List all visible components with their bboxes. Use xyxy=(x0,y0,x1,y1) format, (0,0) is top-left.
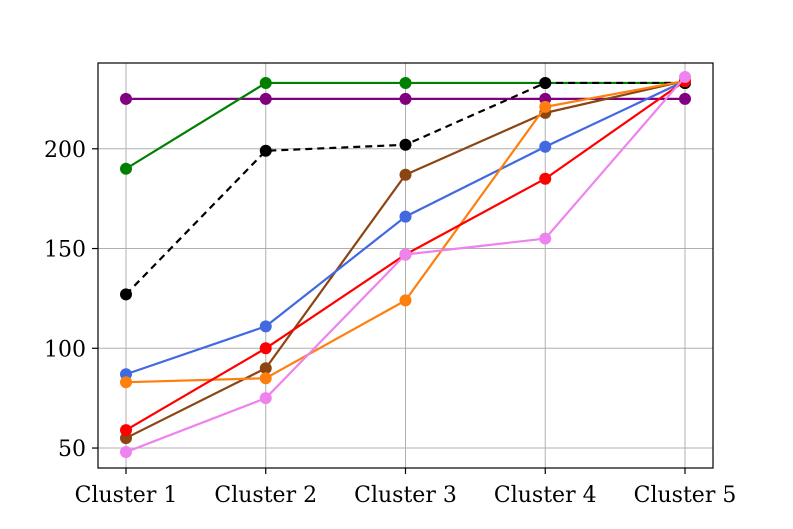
data-point-orange xyxy=(399,294,412,307)
y-tick-label: 200 xyxy=(44,138,86,163)
data-point-violet xyxy=(539,232,552,245)
data-point-orange xyxy=(120,376,132,389)
x-tick-label: Cluster 3 xyxy=(354,483,457,508)
data-point-violet xyxy=(399,248,412,261)
data-point-brown xyxy=(259,362,272,375)
y-tick-label: 100 xyxy=(44,337,86,362)
data-point-black xyxy=(399,138,412,151)
data-point-green xyxy=(120,162,132,175)
data-point-violet xyxy=(259,392,272,405)
series-violet xyxy=(120,70,691,459)
data-point-green xyxy=(399,76,412,89)
y-tick-label: 50 xyxy=(58,437,86,462)
data-point-purple xyxy=(679,92,691,105)
data-point-orange xyxy=(539,100,552,113)
grid xyxy=(98,63,713,468)
series-layer xyxy=(120,70,691,459)
data-point-purple xyxy=(120,92,132,105)
data-point-royalblue xyxy=(399,210,412,223)
data-point-violet xyxy=(120,446,132,459)
x-tick-label: Cluster 4 xyxy=(494,483,597,508)
data-point-red xyxy=(120,424,132,437)
data-point-orange xyxy=(259,372,272,385)
y-tick-label: 150 xyxy=(44,238,86,263)
series-orange xyxy=(120,74,691,389)
data-point-violet xyxy=(679,70,691,83)
data-point-red xyxy=(539,172,552,185)
data-point-brown xyxy=(399,168,412,181)
data-point-green xyxy=(259,76,272,89)
data-point-royalblue xyxy=(539,140,552,153)
data-point-purple xyxy=(399,92,412,105)
data-point-royalblue xyxy=(259,320,272,333)
data-point-purple xyxy=(259,92,272,105)
data-point-red xyxy=(259,342,272,355)
data-point-black xyxy=(259,144,272,157)
x-tick-label: Cluster 5 xyxy=(634,483,737,508)
data-point-black xyxy=(120,288,132,301)
x-tick-label: Cluster 1 xyxy=(75,483,178,508)
x-tick-label: Cluster 2 xyxy=(214,483,317,508)
data-point-black xyxy=(539,76,552,89)
axes: Cluster 1 Cluster 2 Cluster 3 Cluster 4 Clus… xyxy=(44,138,736,508)
